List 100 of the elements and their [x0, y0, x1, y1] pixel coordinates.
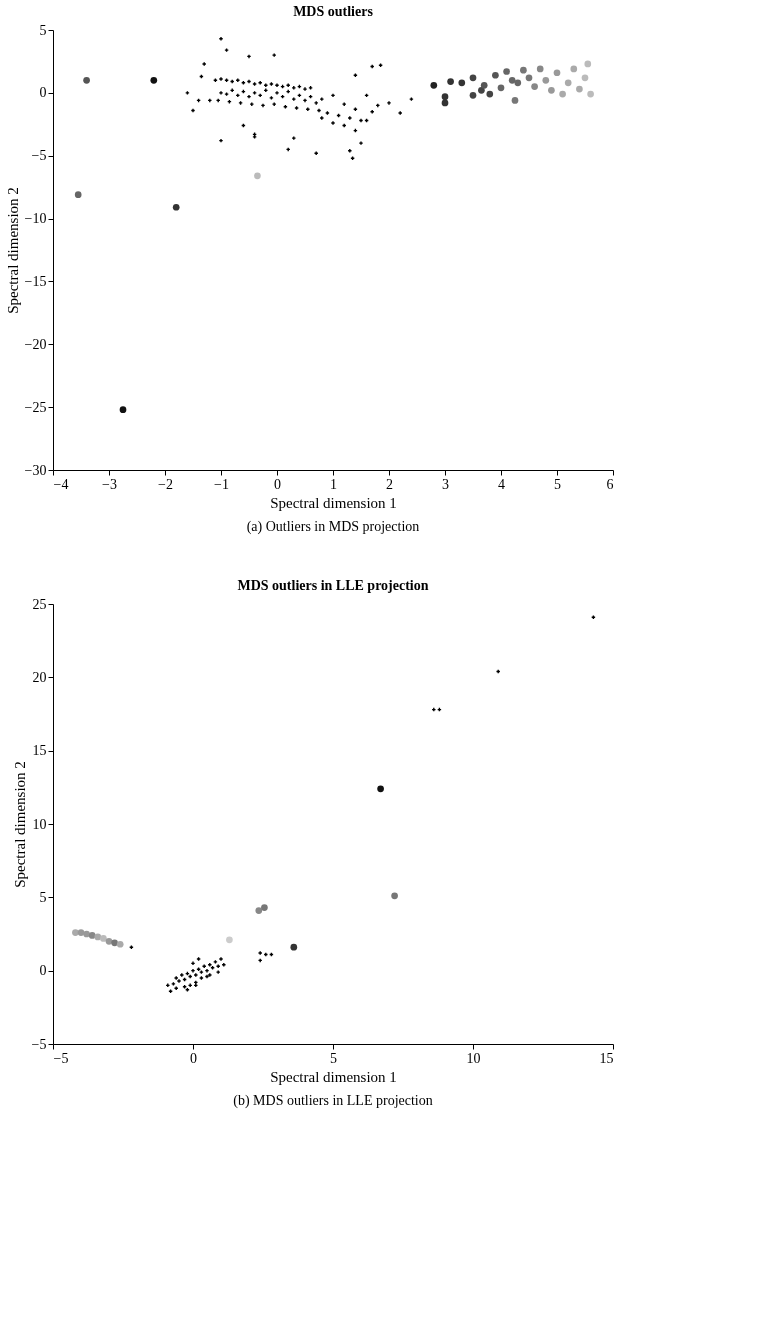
point	[441, 99, 449, 107]
point	[83, 930, 90, 938]
x-axis-title: Spectral dimension 1	[270, 494, 397, 511]
point	[74, 191, 82, 199]
point	[254, 172, 261, 180]
x-tick-label: 6	[606, 476, 614, 492]
point	[559, 90, 566, 98]
point	[447, 78, 454, 85]
point	[258, 951, 262, 955]
y-tick-label: −20	[24, 336, 47, 352]
point	[180, 973, 184, 977]
point	[497, 84, 505, 92]
point	[196, 957, 201, 961]
point	[205, 968, 209, 973]
y-tick-label: −5	[31, 1036, 47, 1052]
point	[191, 961, 195, 966]
point	[584, 60, 592, 68]
point	[469, 74, 477, 82]
point	[174, 976, 178, 980]
y-tick-label: −10	[24, 211, 47, 227]
point	[255, 907, 263, 914]
x-tick-label: −5	[53, 1050, 69, 1066]
point	[208, 973, 212, 977]
point	[391, 892, 398, 900]
point	[111, 939, 118, 947]
chart-title: MDS outliers	[293, 4, 374, 19]
point	[172, 203, 180, 211]
y-axis-title: Spectral dimension 2	[4, 187, 21, 314]
x-tick-label: 10	[466, 1050, 481, 1066]
point	[576, 85, 583, 93]
x-tick-label: −1	[214, 476, 229, 492]
point	[94, 933, 102, 941]
point	[570, 65, 578, 73]
point	[458, 79, 466, 87]
point	[520, 66, 527, 74]
point	[564, 79, 572, 87]
x-tick-label: 5	[554, 476, 561, 492]
point	[492, 71, 499, 79]
text: (a) Outliers in MDS projection	[246, 519, 420, 535]
point	[116, 940, 124, 948]
y-tick-label: 15	[32, 743, 47, 759]
point	[199, 976, 204, 980]
point	[100, 935, 107, 942]
x-tick-label: 4	[498, 476, 505, 492]
point	[536, 65, 544, 73]
y-tick-label: 5	[39, 22, 47, 38]
point	[216, 970, 220, 974]
y-tick-label: 0	[39, 85, 47, 101]
x-tick-label: 0	[274, 476, 281, 492]
point	[377, 785, 384, 793]
x-tick-label: −3	[102, 476, 117, 492]
point	[480, 81, 488, 89]
y-tick-label: −25	[24, 399, 47, 415]
point	[290, 943, 298, 951]
y-tick-label: −30	[24, 462, 47, 478]
point	[171, 982, 176, 986]
y-tick-label: 5	[39, 889, 47, 905]
x-tick-label: 2	[386, 476, 393, 492]
point	[177, 979, 181, 983]
x-tick-label: 15	[599, 1050, 614, 1066]
point	[531, 83, 538, 90]
y-tick-label: 0	[39, 963, 47, 979]
y-tick-label: 25	[32, 596, 47, 612]
x-tick-label: −2	[158, 476, 173, 492]
y-axis-title: Spectral dimension 2	[11, 761, 28, 888]
point	[581, 74, 589, 82]
point	[194, 973, 198, 977]
point	[548, 87, 555, 94]
point	[469, 92, 477, 99]
chart-title: MDS outliers in LLE projection	[237, 578, 429, 593]
point	[205, 974, 209, 979]
point	[486, 90, 494, 98]
point	[525, 74, 533, 82]
point	[430, 81, 438, 89]
point	[511, 97, 519, 104]
x-tick-label: 3	[442, 476, 449, 492]
point	[226, 936, 233, 944]
point	[514, 79, 522, 87]
point	[150, 76, 158, 84]
point	[508, 76, 516, 84]
point	[119, 406, 127, 413]
point	[105, 937, 113, 945]
point	[191, 968, 195, 973]
x-tick-label: 0	[190, 1050, 197, 1066]
y-tick-label: −15	[24, 273, 47, 289]
y-tick-label: 20	[32, 669, 47, 685]
point	[72, 929, 79, 936]
point	[478, 87, 485, 94]
point	[553, 69, 561, 77]
x-axis-title: Spectral dimension 1	[270, 1068, 397, 1085]
point	[542, 76, 550, 84]
x-tick-label: −4	[53, 476, 69, 492]
point	[587, 90, 594, 98]
text: (b) MDS outliers in LLE projection	[233, 1093, 433, 1109]
point	[83, 76, 90, 84]
point	[213, 960, 218, 964]
y-tick-label: 10	[32, 816, 47, 832]
point	[77, 929, 85, 936]
point	[219, 957, 223, 961]
point	[503, 68, 510, 75]
